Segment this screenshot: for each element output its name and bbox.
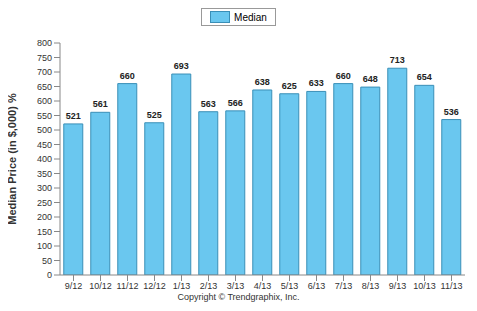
svg-text:300: 300 [37,183,52,193]
svg-text:625: 625 [282,81,297,91]
svg-text:650: 650 [37,82,52,92]
svg-text:6/13: 6/13 [308,281,326,291]
svg-text:350: 350 [37,169,52,179]
svg-text:9/12: 9/12 [65,281,83,291]
svg-text:536: 536 [444,107,459,117]
svg-text:800: 800 [37,38,52,48]
svg-text:2/13: 2/13 [200,281,218,291]
svg-text:648: 648 [363,74,378,84]
svg-text:4/13: 4/13 [254,281,272,291]
svg-text:100: 100 [37,241,52,251]
svg-text:10/12: 10/12 [89,281,112,291]
svg-text:10/13: 10/13 [413,281,436,291]
svg-text:3/13: 3/13 [227,281,245,291]
svg-text:5/13: 5/13 [281,281,299,291]
svg-text:693: 693 [174,61,189,71]
svg-text:11/13: 11/13 [441,281,463,291]
svg-text:450: 450 [37,140,52,150]
svg-text:700: 700 [37,67,52,77]
svg-text:11/12: 11/12 [117,281,139,291]
svg-text:638: 638 [255,77,270,87]
svg-text:8/13: 8/13 [362,281,380,291]
svg-text:600: 600 [37,96,52,106]
svg-text:563: 563 [201,99,216,109]
html-text:Copyright © Trendgraphix, Inc.: Copyright © Trendgraphix, Inc. [177,292,300,302]
svg-text:713: 713 [390,55,405,65]
svg-text:400: 400 [37,154,52,164]
svg-text:7/13: 7/13 [335,281,353,291]
svg-text:150: 150 [37,227,52,237]
svg-text:50: 50 [42,256,52,266]
svg-text:654: 654 [417,72,432,82]
svg-text:521: 521 [66,111,81,121]
svg-text:660: 660 [336,71,351,81]
svg-text:0: 0 [47,270,52,280]
svg-text:561: 561 [93,99,108,109]
svg-text:200: 200 [37,212,52,222]
svg-text:750: 750 [37,53,52,63]
svg-text:566: 566 [228,98,243,108]
svg-text:9/13: 9/13 [389,281,407,291]
svg-text:550: 550 [37,111,52,121]
html-text:Median: Median [234,11,267,23]
svg-text:660: 660 [120,71,135,81]
svg-text:Median Price (in $,000) %: Median Price (in $,000) % [8,93,18,225]
svg-text:250: 250 [37,198,52,208]
svg-text:12/12: 12/12 [143,281,166,291]
svg-text:500: 500 [37,125,52,135]
svg-text:525: 525 [147,110,162,120]
svg-text:1/13: 1/13 [173,281,191,291]
svg-text:633: 633 [309,78,324,88]
